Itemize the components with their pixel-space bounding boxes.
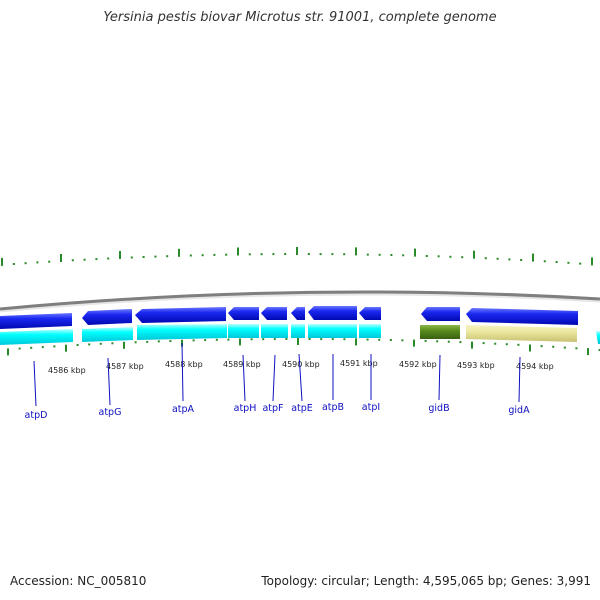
scale-label: 4586 kbp [48, 366, 86, 375]
scale-label: 4591 kbp [340, 359, 378, 368]
cds-arrow-gidB[interactable] [421, 307, 460, 321]
gene-label-atpD[interactable]: atpD [25, 410, 48, 421]
cog-block-atpI [359, 324, 381, 338]
cds-arrow-atpF[interactable] [261, 307, 287, 320]
leader-line-atpH [242, 354, 246, 402]
cog-track [0, 324, 600, 345]
cds-arrow-atpE[interactable] [291, 307, 305, 320]
scale-label: 4590 kbp [282, 360, 320, 369]
leader-line-atpG [107, 357, 111, 406]
gene-label-atpA[interactable]: atpA [172, 404, 195, 415]
cog-block-atpF [261, 324, 288, 338]
cog-block-atpE [291, 324, 305, 338]
map-title: Yersinia pestis biovar Microtus str. 910… [103, 10, 497, 25]
scale-labels: 4586 kbp 4587 kbp 4588 kbp 4589 kbp 4590… [48, 359, 554, 375]
cds-arrow-atpG[interactable] [82, 309, 132, 325]
cog-block-atpD [0, 329, 73, 345]
cds-arrow-atpI[interactable] [359, 307, 381, 320]
cog-block-gidB [420, 325, 460, 339]
leader-line-gidA [518, 356, 521, 403]
leader-line-atpE [298, 353, 303, 402]
gene-label-gidA[interactable]: gidA [508, 405, 530, 416]
gene-label-atpE[interactable]: atpE [291, 403, 313, 414]
cog-block-atpB [308, 324, 357, 338]
cog-block-edge [596, 331, 600, 344]
gene-label-gidB[interactable]: gidB [428, 403, 449, 414]
leader-line-atpD [33, 360, 37, 407]
scale-label: 4592 kbp [399, 360, 437, 369]
cog-block-atpG [82, 327, 133, 342]
gene-label-atpF[interactable]: atpF [262, 403, 283, 414]
genome-summary-text: Topology: circular; Length: 4,595,065 bp… [261, 574, 591, 588]
leader-line-gidB [438, 354, 441, 401]
leader-line-atpF [272, 354, 276, 402]
cog-block-gidA [466, 325, 577, 342]
cds-arrow-atpH[interactable] [228, 307, 259, 320]
accession-text: Accession: NC_005810 [10, 574, 147, 588]
scale-label: 4589 kbp [223, 360, 261, 369]
gene-label-atpH[interactable]: atpH [234, 403, 257, 414]
cog-block-atpH [228, 324, 259, 338]
gene-labels: atpD atpG atpA atpH atpF atpE atpB atpI … [25, 342, 530, 421]
scale-label: 4593 kbp [457, 361, 495, 370]
cog-block-atpA [137, 324, 227, 340]
scale-label: 4587 kbp [106, 362, 144, 371]
leader-line-atpA [181, 342, 184, 402]
gene-label-atpB[interactable]: atpB [322, 402, 344, 413]
backbone-line [0, 290, 600, 311]
scale-label: 4588 kbp [165, 360, 203, 369]
cds-arrow-gidA[interactable] [466, 308, 578, 325]
scale-label: 4594 kbp [516, 362, 554, 371]
cds-arrow-atpD[interactable] [0, 313, 72, 329]
outer-tick-ring [1, 247, 593, 266]
cds-arrow-atpA[interactable] [135, 307, 226, 323]
gene-label-atpG[interactable]: atpG [99, 407, 122, 418]
cds-arrow-atpB[interactable] [308, 306, 357, 320]
gene-label-atpI[interactable]: atpI [362, 402, 380, 413]
cds-track [0, 306, 578, 329]
